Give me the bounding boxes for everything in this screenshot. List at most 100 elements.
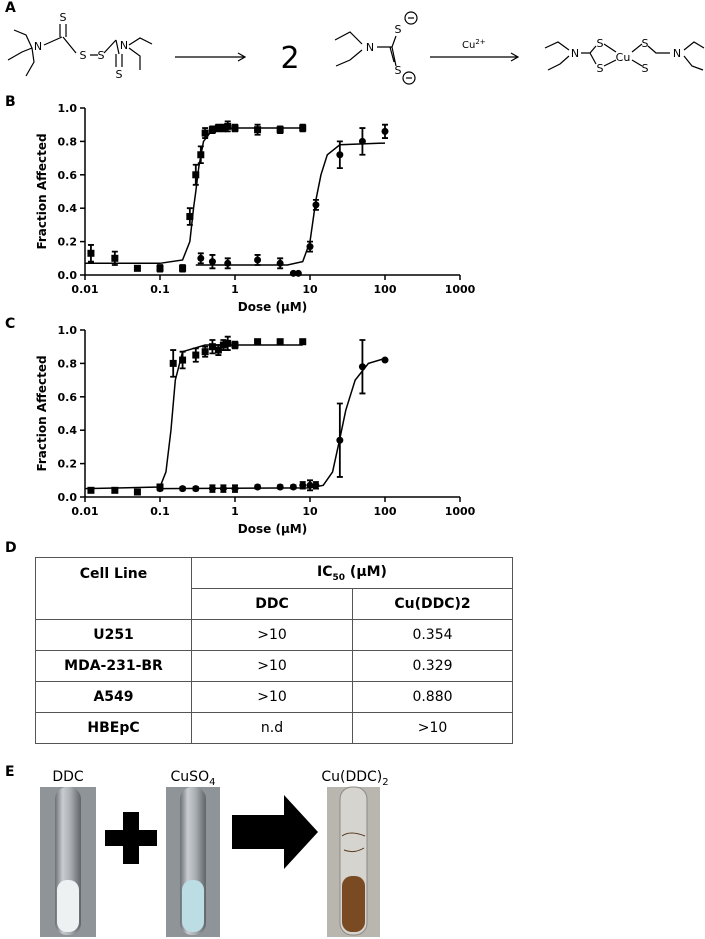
precipitate	[341, 832, 366, 853]
x-tick-label: 0.1	[150, 505, 170, 518]
plus	[105, 812, 157, 864]
fit-curve	[84, 344, 303, 490]
x-tick-label: 10	[302, 283, 318, 296]
scheme-bonds	[7, 11, 705, 85]
point	[381, 356, 389, 364]
point	[299, 124, 307, 132]
y-tick-label: 0.4	[58, 202, 78, 215]
y-tick-label: 0.0	[58, 491, 78, 504]
table-cell: MDA-231-BR	[35, 650, 192, 682]
point	[254, 126, 262, 134]
header-cell: IC50 (μM)	[191, 557, 513, 589]
photo-label: CuSO4	[171, 769, 216, 788]
x-tick-label: 1	[231, 283, 239, 296]
point	[219, 485, 227, 493]
table-cell: A549	[35, 681, 192, 713]
table-cell: n.d	[191, 712, 353, 744]
table-cell: HBEpC	[35, 712, 192, 744]
table-cell: >10	[191, 650, 353, 682]
atom-label: S	[60, 11, 67, 24]
header-text: IC	[317, 563, 333, 580]
fit-curve	[85, 127, 303, 265]
panel-label: E	[5, 764, 15, 780]
point	[358, 363, 366, 371]
fit-curve	[159, 357, 386, 490]
atom-label: S	[80, 49, 87, 62]
point	[224, 259, 232, 267]
header-text: (μM)	[345, 563, 387, 580]
point	[224, 339, 232, 347]
point	[306, 243, 314, 251]
photo-label: Cu(DDC)2	[321, 769, 388, 788]
panel-label: C	[5, 316, 15, 332]
point	[208, 126, 216, 134]
photo-label-text: CuSO	[171, 769, 210, 785]
atom-label: N	[34, 40, 42, 53]
atom-label: S	[395, 64, 402, 77]
table-cell: 0.329	[352, 650, 513, 682]
point	[219, 341, 227, 349]
point	[306, 481, 314, 489]
header-cell: Cell Line	[35, 557, 192, 620]
table-row: U251 >10 0.354	[35, 619, 513, 651]
atom-label: N	[120, 39, 128, 52]
point	[214, 346, 222, 354]
photo-panel	[40, 786, 380, 937]
atom-label: Cu	[616, 51, 631, 64]
y-tick-label: 0.0	[58, 269, 78, 282]
table-cell: U251	[35, 619, 192, 651]
header-cell: DDC	[191, 588, 353, 620]
y-tick-label: 0.4	[58, 424, 78, 437]
point	[197, 151, 205, 159]
point	[254, 256, 262, 264]
atom-label: N	[673, 47, 681, 60]
atom-label: S	[597, 62, 604, 75]
atom-label: N	[571, 47, 579, 60]
photo-label-text: Cu(DDC)	[321, 769, 382, 785]
x-axis-label: Dose (μM)	[238, 300, 307, 314]
y-axis-label: Fraction Affected	[35, 133, 49, 249]
photo-label: DDC	[52, 769, 84, 785]
x-tick-label: 10	[302, 505, 318, 518]
x-tick-label: 1000	[445, 505, 476, 518]
x-tick-label: 0.1	[150, 283, 170, 296]
x-tick-label: 100	[374, 505, 397, 518]
point	[294, 269, 302, 277]
x-tick-label: 100	[374, 283, 397, 296]
photo-label-sub: 4	[209, 777, 215, 788]
atom-label: S	[642, 62, 649, 75]
table-cell: >10	[352, 712, 513, 744]
point	[289, 483, 297, 491]
point	[231, 485, 239, 493]
point	[219, 124, 227, 132]
table-cell: >10	[191, 681, 353, 713]
table-row: HBEpC n.d >10	[35, 712, 513, 744]
photo-label-text: DDC	[52, 769, 84, 785]
point	[133, 488, 141, 496]
header-sub: 50	[332, 572, 346, 583]
point	[231, 124, 239, 132]
table-body: U251 >10 0.354 MDA-231-BR >10 0.329 A549 >10 0.8…	[35, 619, 513, 744]
panel-label: D	[5, 540, 17, 556]
point	[336, 436, 344, 444]
x-axis-label: Dose (μM)	[238, 522, 307, 536]
y-tick-label: 0.2	[58, 236, 78, 249]
point	[312, 201, 320, 209]
point	[224, 122, 232, 130]
ic50-table: Cell Line IC50 (μM) DDC Cu(DDC)2 U251 >10…	[35, 557, 513, 744]
point	[289, 269, 297, 277]
x-tick-label: 1000	[445, 283, 476, 296]
point	[208, 485, 216, 493]
point	[208, 258, 216, 266]
y-tick-label: 0.8	[58, 135, 78, 148]
photo-label-sub: 2	[382, 777, 388, 788]
header-cell: Cu(DDC)2	[352, 588, 513, 620]
atom-label: S	[642, 37, 649, 50]
y-tick-label: 0.2	[58, 458, 78, 471]
point	[111, 254, 119, 262]
y-axis-label: Fraction Affected	[35, 355, 49, 471]
y-tick-label: 1.0	[58, 324, 78, 337]
point	[156, 485, 164, 493]
